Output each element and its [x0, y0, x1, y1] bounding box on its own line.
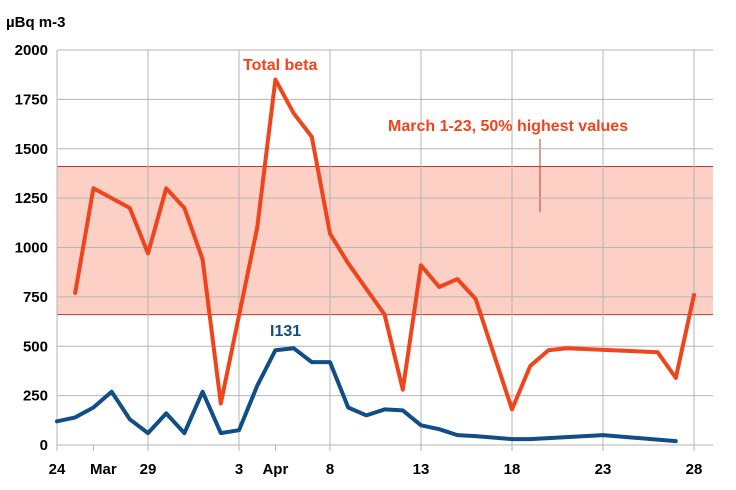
y-tick-label: 1750 — [15, 91, 48, 108]
y-tick-label: 250 — [23, 388, 48, 405]
band-fill — [57, 166, 713, 315]
x-tick-label: Apr — [262, 461, 288, 478]
x-tick-label: Mar — [90, 461, 117, 478]
series-label-i131: I131 — [270, 323, 301, 340]
x-tick-label: 23 — [595, 461, 612, 478]
grid — [57, 49, 713, 446]
y-tick-label: 2000 — [15, 42, 48, 59]
x-tick-label: 18 — [504, 461, 521, 478]
x-tick-label: 24 — [49, 461, 66, 478]
y-tick-label: 1500 — [15, 141, 48, 158]
x-tick-label: 13 — [413, 461, 430, 478]
y-tick-label: 1000 — [15, 240, 48, 257]
y-tick-label: 0 — [40, 437, 48, 454]
series-line-total-beta — [73, 77, 696, 412]
axes: 0 250 500 750 1000 1250 1500 1750 2000 24 Mar 29 3 Ap… — [15, 42, 713, 478]
y-tick-label: 1250 — [15, 190, 48, 207]
series-label-total-beta: Total beta — [243, 57, 317, 74]
labels: µBq m-3 March 1-23, 50% highest values T… — [6, 14, 628, 340]
y-axis-unit-label: µBq m-3 — [6, 14, 65, 31]
x-tick-label: 28 — [686, 461, 703, 478]
y-tick-label: 750 — [23, 289, 48, 306]
series-line-i131 — [55, 346, 678, 444]
x-tick-label: 29 — [140, 461, 157, 478]
series — [55, 77, 696, 444]
y-tick-label: 500 — [23, 338, 48, 355]
x-tick-label: 3 — [235, 461, 243, 478]
band-label: March 1-23, 50% highest values — [388, 118, 628, 135]
x-tick-label: 8 — [326, 461, 334, 478]
